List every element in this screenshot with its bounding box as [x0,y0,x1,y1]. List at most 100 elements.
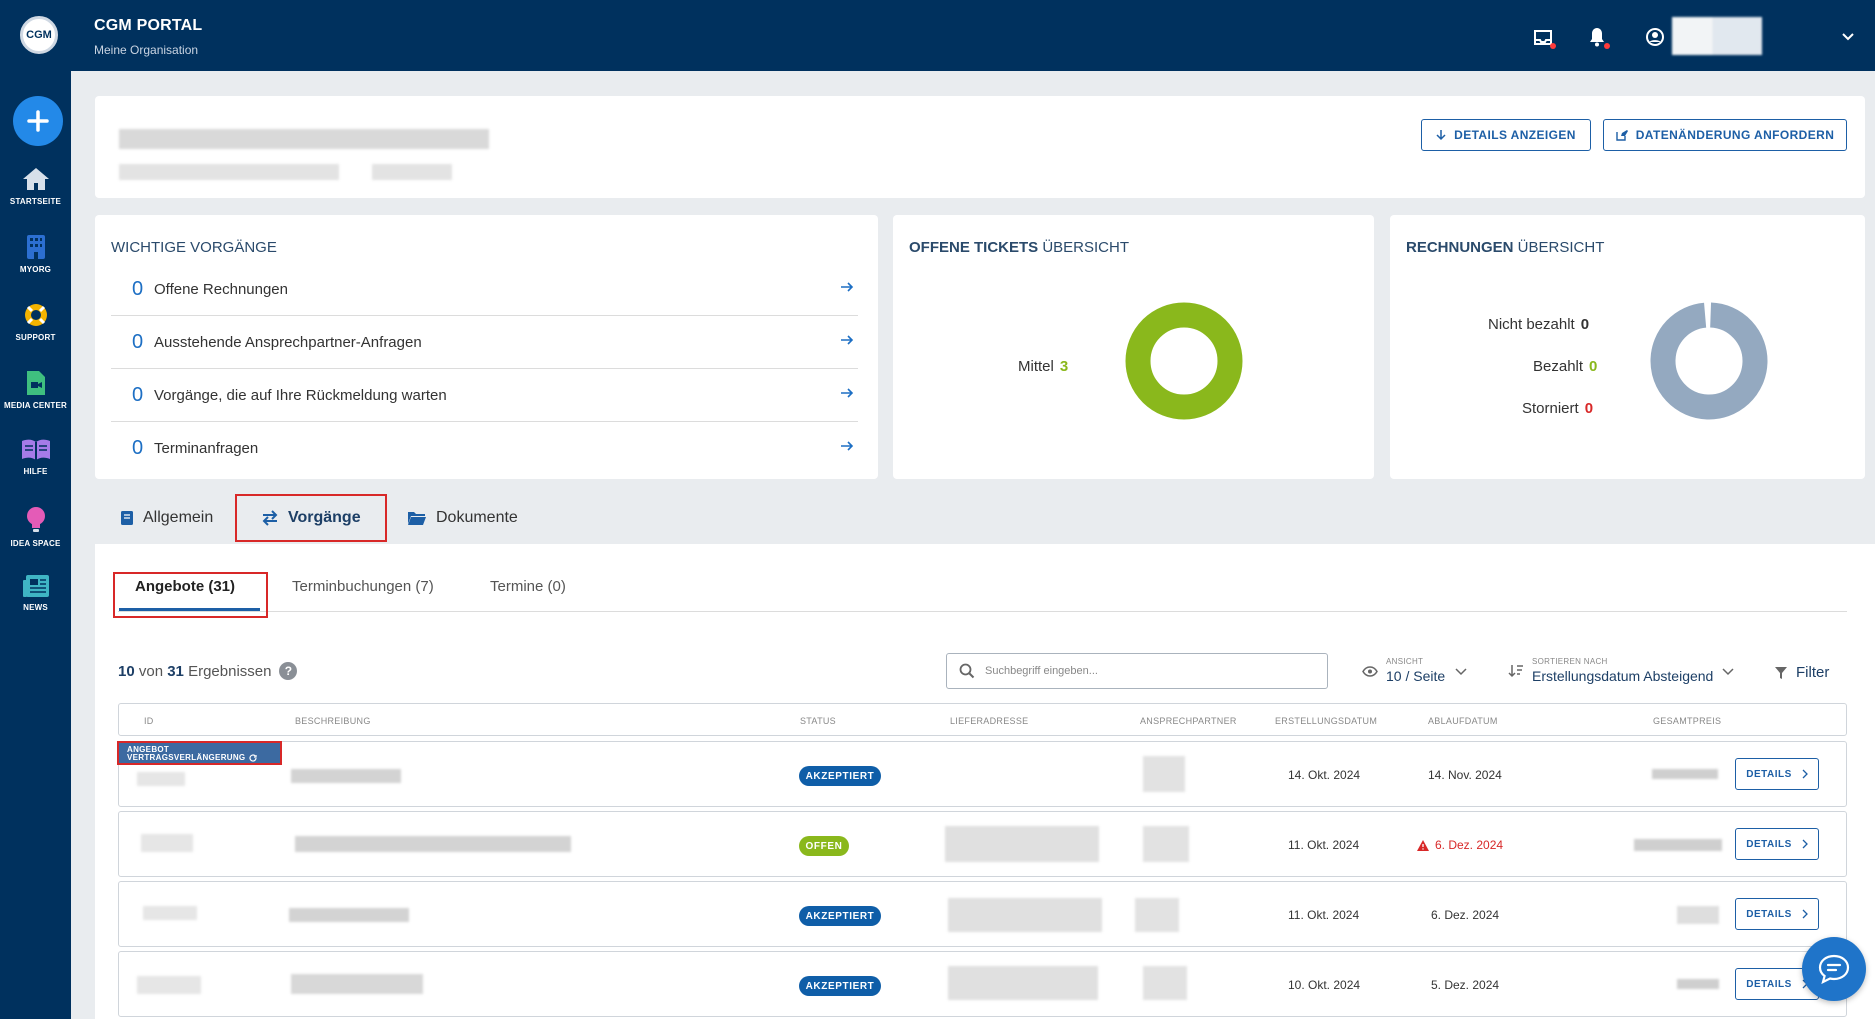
filter-button[interactable]: Filter [1774,664,1829,681]
row-id-redacted [141,834,193,852]
organisation-header-card: DETAILS ANZEIGEN DATENÄNDERUNG ANFORDERN [95,96,1865,198]
search-input[interactable] [985,665,1305,677]
sidebar-item-label: HILFE [23,467,48,476]
help-icon[interactable]: ? [279,662,298,680]
tab-allgemein[interactable]: Allgemein [120,494,213,542]
arrow-right-icon[interactable] [840,334,854,346]
vorgang-row-offene-rechnungen[interactable]: 0 Offene Rechnungen [111,263,858,316]
vorgang-label: Offene Rechnungen [154,280,288,298]
table-row[interactable]: AKZEPTIERT 14. Okt. 2024 14. Nov. 2024 D… [118,741,1847,807]
wichtige-vorgaenge-title: WICHTIGE VORGÄNGE [111,239,277,256]
chevron-right-icon [1802,769,1808,779]
tab-vorgaenge[interactable]: Vorgänge [235,494,387,542]
subtab-terminbuchungen[interactable]: Terminbuchungen (7) [292,578,434,595]
details-label: DETAILS [1746,768,1792,780]
subtab-termine[interactable]: Termine (0) [490,578,566,595]
rechnungen-title: RECHNUNGEN ÜBERSICHT [1406,239,1605,256]
sidebar-item-startseite[interactable]: STARTSEITE [0,166,71,206]
chevron-right-icon [1802,839,1808,849]
status-badge: AKZEPTIERT [799,976,881,996]
search-box[interactable] [946,653,1328,689]
table-row[interactable]: OFFEN 11. Okt. 2024 6. Dez. 2024 DETAILS [118,811,1847,877]
chevron-down-icon[interactable] [1842,28,1854,46]
subtab-divider [118,611,1847,612]
row-contact-redacted [1143,966,1187,1000]
arrow-right-icon[interactable] [840,440,854,452]
offene-tickets-card: OFFENE TICKETS ÜBERSICHT Mittel 3 [893,215,1374,479]
column-header-gesamtpreis[interactable]: GESAMTPREIS [1653,716,1722,726]
row-id-redacted [137,976,201,994]
sidebar-item-myorg[interactable]: MYORG [0,234,71,274]
datenaenderung-anfordern-button[interactable]: DATENÄNDERUNG ANFORDERN [1603,119,1847,151]
rechnungen-donut-chart[interactable] [1650,302,1768,420]
details-button[interactable]: DETAILS [1735,758,1819,790]
row-expiry-date-warning: 6. Dez. 2024 [1417,838,1503,852]
user-circle-icon[interactable] [1644,26,1666,48]
row-description-redacted [291,769,401,783]
sidebar-item-idea-space[interactable]: IDEA SPACE [0,506,71,548]
org-address-redacted [119,164,339,180]
subtab-angebote[interactable]: Angebote (31) [135,578,236,595]
row-price-redacted [1677,979,1719,989]
arrow-right-icon[interactable] [840,281,854,293]
vorgang-label: Ausstehende Ansprechpartner-Anfragen [154,333,422,351]
sort-value: Erstellungsdatum Absteigend [1532,668,1714,684]
row-description-redacted [291,974,423,994]
column-header-ablaufdatum[interactable]: ABLAUFDATUM [1428,716,1498,726]
row-expiry-date: 14. Nov. 2024 [1428,768,1502,782]
sidebar-item-hilfe[interactable]: HILFE [0,438,71,476]
inbox-icon[interactable] [1532,26,1556,49]
column-header-ansprechpartner[interactable]: ANSPRECHPARTNER [1140,716,1237,726]
details-anzeigen-button[interactable]: DETAILS ANZEIGEN [1421,119,1591,151]
vorgang-label: Vorgänge, die auf Ihre Rückmeldung warte… [154,386,447,404]
datenaenderung-anfordern-label: DATENÄNDERUNG ANFORDERN [1635,128,1835,142]
details-label: DETAILS [1746,908,1792,920]
table-header: ID BESCHREIBUNG STATUS LIEFERADRESSE ANS… [118,703,1847,736]
row-id-redacted [137,772,185,786]
status-badge: AKZEPTIERT [799,766,881,786]
vorgang-row-terminanfragen[interactable]: 0 Terminanfragen [111,422,858,475]
details-button[interactable]: DETAILS [1735,828,1819,860]
vorgang-row-rueckmeldung[interactable]: 0 Vorgänge, die auf Ihre Rückmeldung war… [111,369,858,422]
edit-icon [1616,130,1628,141]
bell-icon[interactable] [1586,26,1610,49]
table-row[interactable]: AKZEPTIERT 10. Okt. 2024 5. Dez. 2024 DE… [118,951,1847,1017]
table-row[interactable]: AKZEPTIERT 11. Okt. 2024 6. Dez. 2024 DE… [118,881,1847,947]
sidebar-item-news[interactable]: NEWS [0,574,71,612]
column-header-lieferadresse[interactable]: LIEFERADRESSE [950,716,1029,726]
sidebar-item-support[interactable]: SUPPORT [0,302,71,342]
column-header-beschreibung[interactable]: BESCHREIBUNG [295,716,371,726]
cgm-logo[interactable]: CGM [20,16,58,54]
vorgang-row-ansprechpartner-anfragen[interactable]: 0 Ausstehende Ansprechpartner-Anfragen [111,316,858,369]
tab-label: Allgemein [143,509,214,526]
tab-dokumente[interactable]: Dokumente [407,494,518,542]
column-header-id[interactable]: ID [144,716,154,726]
add-button[interactable] [13,96,63,146]
chat-button[interactable] [1802,937,1866,1001]
sort-icon [1508,665,1523,678]
lightbulb-icon [26,507,45,532]
arrow-right-icon[interactable] [840,387,854,399]
sidebar-item-media-center[interactable]: MEDIA CENTER [0,370,71,410]
sidebar-item-label: STARTSEITE [9,197,62,206]
status-badge: AKZEPTIERT [799,906,881,926]
column-header-erstellungsdatum[interactable]: ERSTELLUNGSDATUM [1275,716,1378,726]
tag-line-2: VERTRAGSVERLÄNGERUNG [127,753,246,762]
org-number-redacted [372,164,452,180]
offene-tickets-title: OFFENE TICKETS ÜBERSICHT [909,239,1130,256]
sidebar-item-label: SUPPORT [15,333,56,342]
chat-bubble-icon [1818,954,1850,984]
row-created-date: 10. Okt. 2024 [1288,978,1361,992]
building-icon [26,235,45,259]
chevron-down-icon [1722,668,1734,676]
column-header-status[interactable]: STATUS [800,716,836,726]
tickets-donut-chart[interactable] [1125,302,1243,420]
sidebar [0,71,71,1019]
row-address-redacted [948,966,1098,1000]
subtab-active-indicator [119,608,260,611]
warning-icon [1417,839,1429,851]
details-button[interactable]: DETAILS [1735,898,1819,930]
user-name-redacted[interactable] [1672,17,1762,55]
view-value: 10 / Seite [1386,668,1446,684]
row-price-redacted [1677,906,1719,924]
